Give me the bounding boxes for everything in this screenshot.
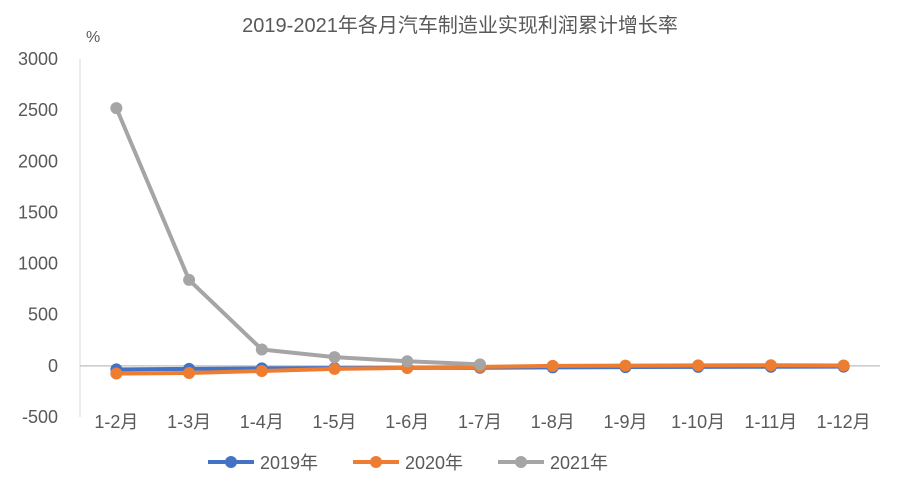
x-tick-label: 1-8月 [531,412,575,432]
data-point [328,362,341,375]
y-tick-label: 1000 [18,254,58,274]
data-point [401,355,414,368]
x-tick-label: 1-6月 [385,412,429,432]
data-point [183,273,196,286]
x-tick-label: 1-10月 [671,412,725,432]
legend: 2019年 2020年 2021年 [208,453,608,473]
series-line [114,106,482,367]
y-tick-label: -500 [22,407,58,427]
y-axis-labels: -500 0 500 1000 1500 2000 2500 3000 [18,49,58,427]
data-point [255,364,268,377]
legend-swatch-marker [515,456,527,468]
legend-item: 2020年 [353,453,463,473]
x-tick-label: 1-7月 [458,412,502,432]
data-point [328,351,341,364]
data-point [183,367,196,380]
x-tick-label: 1-4月 [240,412,284,432]
data-point [692,359,705,372]
y-tick-label: 0 [48,356,58,376]
y-tick-label: 500 [28,305,58,325]
y-tick-label: 2500 [18,100,58,120]
y-tick-label: 3000 [18,49,58,69]
data-point [110,102,123,115]
legend-label: 2019年 [260,453,318,473]
legend-label: 2021年 [550,453,608,473]
x-tick-label: 1-5月 [313,412,357,432]
data-point [546,359,559,372]
chart-title: 2019-2021年各月汽车制造业实现利润累计增长率 [242,14,678,37]
data-point [837,359,850,372]
data-point [619,359,632,372]
legend-swatch-marker [370,456,382,468]
x-tick-label: 1-9月 [603,412,647,432]
x-tick-label: 1-2月 [94,412,138,432]
data-point [255,343,268,356]
x-tick-label: 1-3月 [167,412,211,432]
legend-swatch-marker [225,456,237,468]
x-axis-labels: 1-2月 1-3月 1-4月 1-5月 1-6月 1-7月 1-8月 1-9月 1-10月 1-1… [94,412,870,432]
series-2 [110,102,486,371]
y-tick-label: 2000 [18,151,58,171]
y-tick-label: 1500 [18,202,58,222]
y-axis-unit: % [86,29,100,46]
legend-item: 2019年 [208,453,318,473]
data-point [764,359,777,372]
data-point [474,358,486,371]
legend-item: 2021年 [498,453,608,473]
data-point [110,367,123,380]
x-tick-label: 1-12月 [817,412,871,432]
series-group [110,102,850,380]
x-tick-label: 1-11月 [745,412,798,432]
legend-label: 2020年 [405,453,463,473]
